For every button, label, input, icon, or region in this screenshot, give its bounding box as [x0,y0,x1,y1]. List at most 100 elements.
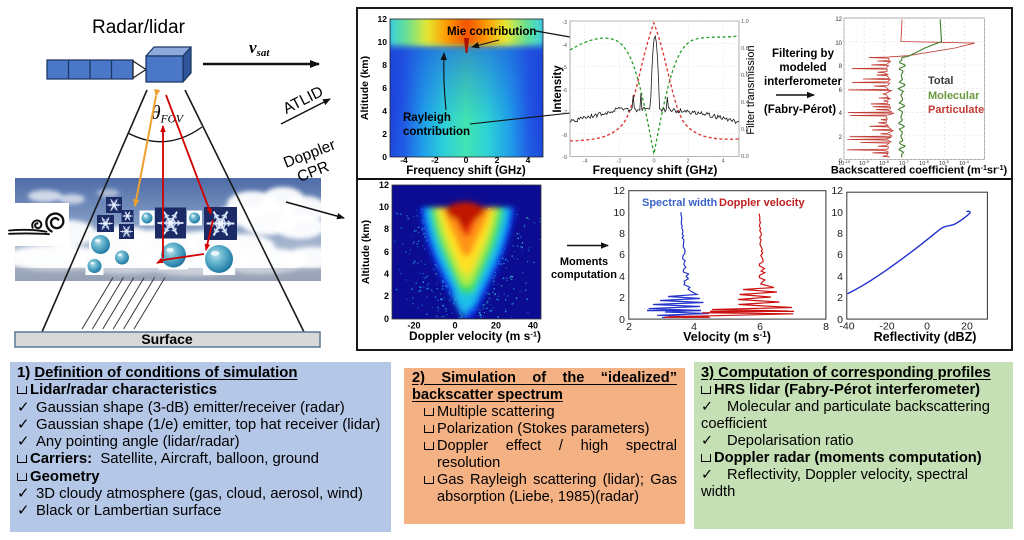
svg-text:0: 0 [652,159,655,165]
svg-text:Reflectivity (dBZ): Reflectivity (dBZ) [874,330,977,344]
svg-text:12: 12 [835,17,842,23]
svg-text:0: 0 [464,155,469,165]
svg-text:Frequency shift (GHz): Frequency shift (GHz) [593,163,718,177]
svg-text:0: 0 [924,321,930,333]
svg-text:-4: -4 [562,43,567,49]
svg-text:6: 6 [839,88,843,94]
svg-text:0: 0 [382,152,387,162]
svg-text:Molecular: Molecular [928,90,980,102]
svg-text:-3: -3 [562,20,567,26]
svg-text:interferometer: interferometer [764,76,842,88]
svg-text:Velocity (m s-1): Velocity (m s-1) [683,330,771,344]
svg-text:20: 20 [491,321,501,331]
svg-text:0: 0 [452,321,457,331]
svg-text:10-8: 10-8 [879,159,889,167]
svg-text:-6: -6 [562,88,567,94]
svg-text:6: 6 [382,83,387,93]
svg-text:12: 12 [379,180,389,190]
svg-text:40: 40 [528,321,538,331]
svg-text:Doppler velocity: Doppler velocity [719,197,805,209]
svg-text:0: 0 [619,314,625,326]
svg-text:-4: -4 [400,155,408,165]
svg-text:2: 2 [626,321,632,333]
svg-text:-8: -8 [562,133,567,139]
svg-text:4: 4 [839,111,843,117]
svg-text:20: 20 [961,321,973,333]
svg-text:Radar/lidar: Radar/lidar [92,17,186,38]
svg-text:vsat: vsat [249,38,270,59]
svg-text:8: 8 [384,224,389,234]
svg-text:Filtering by: Filtering by [772,48,835,60]
svg-text:Intensity: Intensity [552,65,564,113]
svg-text:2: 2 [619,292,625,304]
svg-text:10-6: 10-6 [919,159,929,167]
svg-text:Filter transmission: Filter transmission [745,45,757,134]
svg-text:4: 4 [721,159,724,165]
svg-text:Spectral width: Spectral width [642,197,717,209]
svg-text:10-10: 10-10 [838,159,851,167]
svg-text:Altitude (km): Altitude (km) [359,56,371,120]
svg-text:10-7: 10-7 [899,159,909,167]
svg-text:8: 8 [839,64,843,70]
svg-text:0.2: 0.2 [741,127,749,133]
svg-text:10: 10 [835,41,842,47]
svg-text:-20: -20 [407,321,420,331]
svg-text:2: 2 [495,155,500,165]
svg-text:2: 2 [382,129,387,139]
svg-text:0.0: 0.0 [741,154,749,160]
svg-text:computation: computation [551,269,617,281]
svg-text:Particulate: Particulate [928,104,984,116]
svg-text:2: 2 [384,291,389,301]
svg-text:0: 0 [837,314,843,326]
svg-text:8: 8 [619,228,625,240]
svg-text:10: 10 [831,207,843,219]
svg-text:4: 4 [384,269,389,279]
svg-text:-5: -5 [562,65,567,71]
svg-text:12: 12 [831,185,843,197]
svg-text:Rayleigh: Rayleigh [403,112,451,124]
svg-text:4: 4 [691,321,697,333]
svg-text:-7: -7 [562,110,567,116]
svg-text:-2: -2 [617,159,622,165]
svg-text:0: 0 [384,314,389,324]
svg-text:10: 10 [378,37,388,47]
svg-text:Total: Total [928,75,953,87]
svg-text:10-9: 10-9 [859,159,869,167]
svg-text:0.6: 0.6 [741,73,749,79]
svg-text:-9: -9 [562,155,567,161]
svg-text:4: 4 [526,155,531,165]
svg-text:4: 4 [382,106,387,116]
svg-text:contribution: contribution [403,126,470,138]
svg-text:modeled: modeled [779,62,826,74]
svg-text:Altitude (km): Altitude (km) [360,220,372,284]
svg-text:2: 2 [686,159,689,165]
svg-text:-20: -20 [879,321,894,333]
svg-text:8: 8 [382,60,387,70]
svg-text:-40: -40 [839,321,854,333]
svg-text:12: 12 [378,14,388,24]
svg-text:6: 6 [384,247,389,257]
svg-text:10-4: 10-4 [959,159,969,167]
svg-text:1.0: 1.0 [741,19,749,25]
svg-text:10-5: 10-5 [939,159,949,167]
svg-text:Surface: Surface [141,331,193,347]
svg-text:8: 8 [823,321,829,333]
svg-text:0.8: 0.8 [741,46,749,52]
svg-text:6: 6 [757,321,763,333]
svg-text:2: 2 [839,135,843,141]
svg-text:4: 4 [837,271,843,283]
svg-text:6: 6 [619,249,625,261]
svg-text:4: 4 [619,271,625,283]
svg-text:Backscattered coefficient (m-1: Backscattered coefficient (m-1sr-1) [831,165,1008,177]
svg-text:Frequency shift (GHz): Frequency shift (GHz) [406,165,526,177]
svg-text:8: 8 [837,228,843,240]
svg-text:12: 12 [613,185,625,197]
svg-text:(Fabry-Pérot): (Fabry-Pérot) [764,104,836,116]
svg-text:Moments: Moments [560,256,608,268]
svg-text:6: 6 [837,249,843,261]
svg-text:10: 10 [613,207,625,219]
svg-text:10: 10 [379,202,389,212]
svg-text:-4: -4 [583,159,588,165]
svg-text:0.4: 0.4 [741,100,749,106]
svg-text:θFOV: θFOV [151,103,185,126]
